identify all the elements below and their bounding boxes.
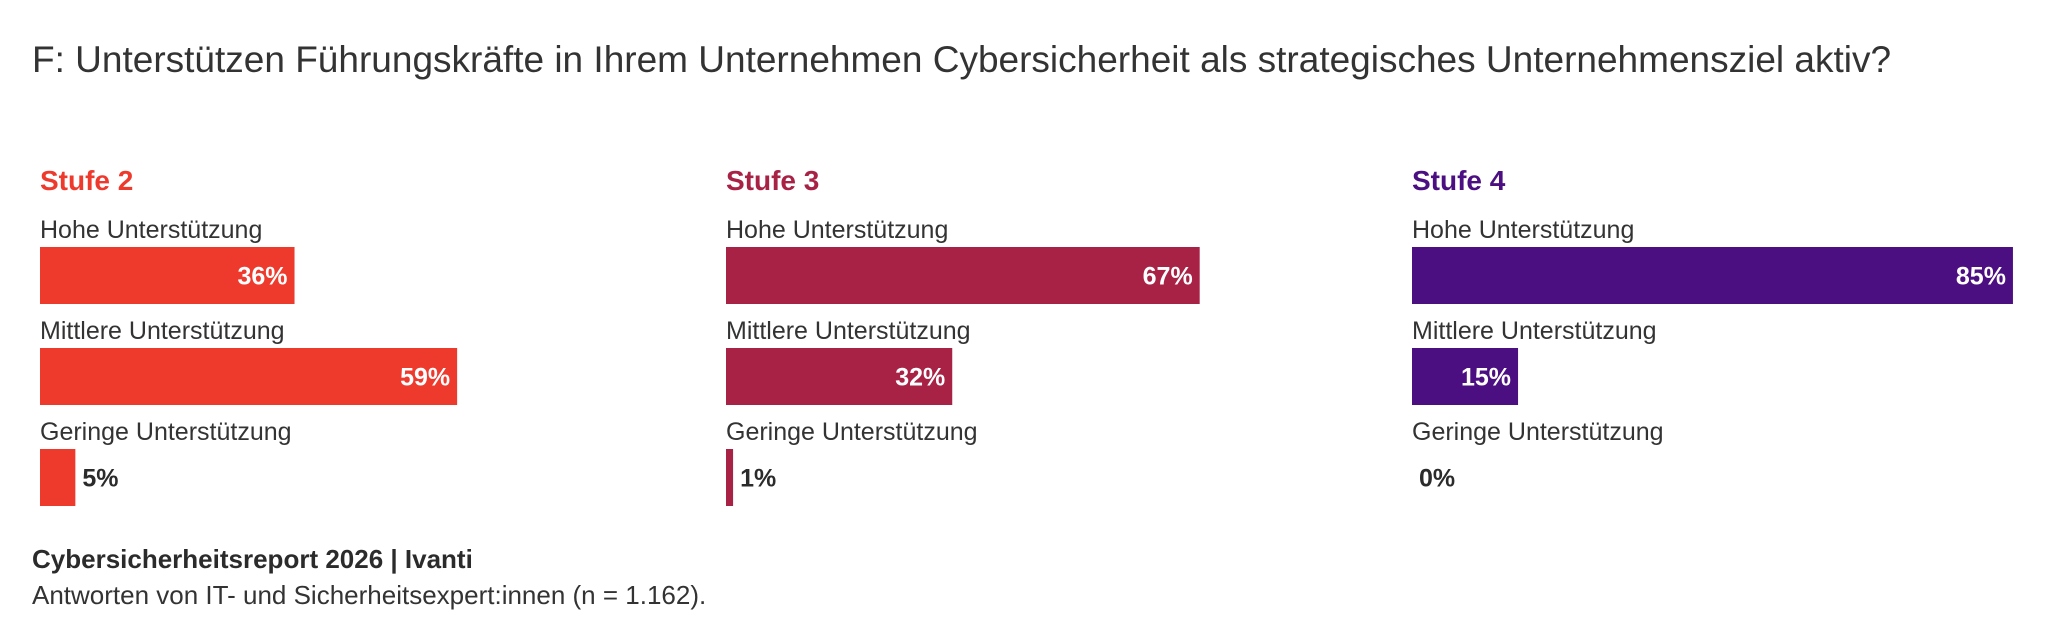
footer-source: Cybersicherheitsreport 2026 | Ivanti [32,544,473,574]
panel-title: Stufe 4 [1412,165,1506,196]
data-label: 36% [237,263,287,291]
bar [1412,348,1519,405]
data-label: 85% [1956,263,2006,291]
category-label: Hohe Unterstützung [40,216,262,244]
category-label: Geringe Unterstützung [726,418,978,446]
bar [726,348,953,405]
bar [40,348,458,405]
chart-panel: Stufe 4 Hohe Unterstützung 85% Mittlere Unt… [1412,165,2013,493]
bar [40,449,76,506]
chart-title: F: Unterstützen Führungskräfte in Ihrem … [32,39,1892,80]
panel-title: Stufe 3 [726,165,819,196]
category-label: Mittlere Unterstützung [40,317,285,345]
bar [726,449,734,506]
data-label: 59% [400,364,450,392]
data-label: 1% [740,465,776,493]
bar [1412,247,2013,304]
chart-panel: Stufe 2 Hohe Unterstützung 36% Mittlere Unt… [40,165,458,506]
category-label: Geringe Unterstützung [1412,418,1664,446]
category-label: Mittlere Unterstützung [726,317,971,345]
category-label: Mittlere Unterstützung [1412,317,1657,345]
data-label: 0% [1419,465,1455,493]
footer-note: Antworten von IT- und Sicherheitsexpert:… [32,580,707,610]
data-label: 67% [1143,263,1193,291]
chart-panel: Stufe 3 Hohe Unterstützung 67% Mittlere Unt… [726,165,1200,506]
category-label: Hohe Unterstützung [1412,216,1634,244]
category-label: Geringe Unterstützung [40,418,292,446]
bar [40,247,295,304]
category-label: Hohe Unterstützung [726,216,948,244]
data-label: 5% [82,465,118,493]
data-label: 32% [895,364,945,392]
bar [726,247,1200,304]
panel-title: Stufe 2 [40,165,133,196]
data-label: 15% [1461,364,1511,392]
